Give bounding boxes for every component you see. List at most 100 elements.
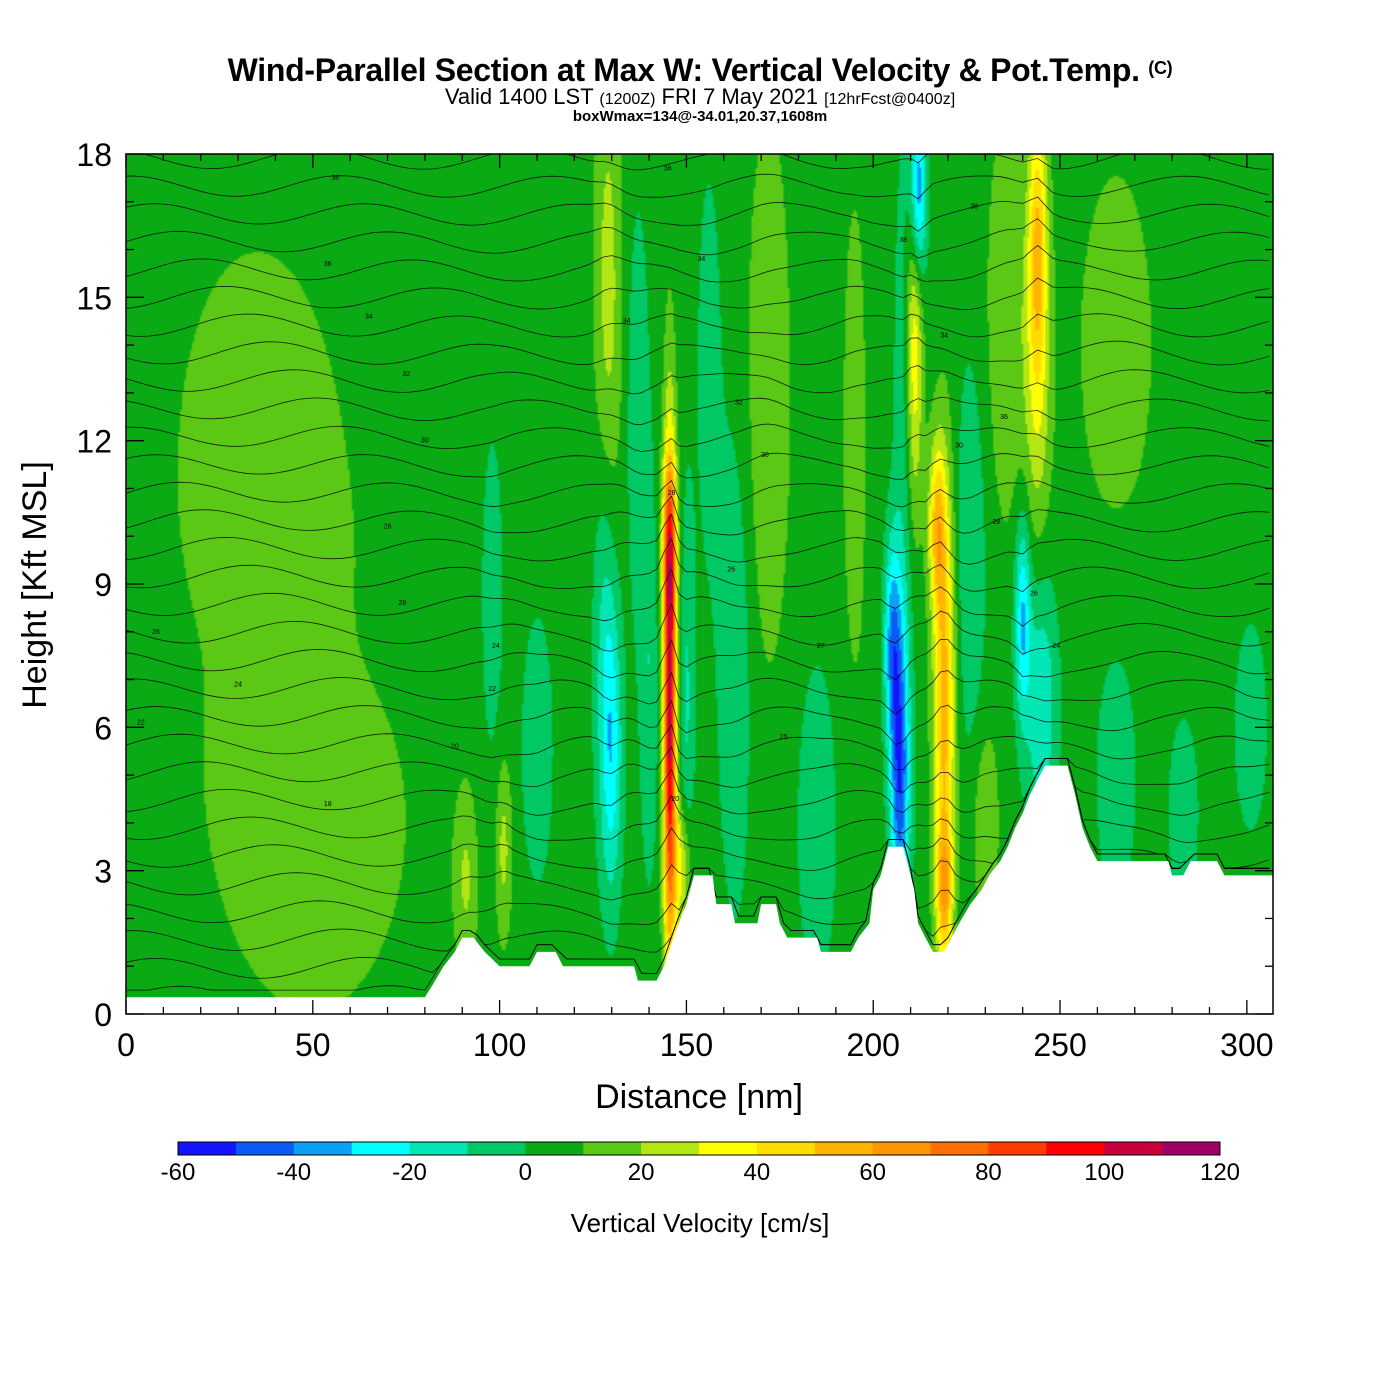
colorbar-swatch bbox=[930, 1142, 989, 1155]
colorbar-frame bbox=[177, 1141, 1221, 1156]
colorbar-label: 40 bbox=[744, 1159, 771, 1186]
colorbar-swatch bbox=[1046, 1142, 1105, 1155]
contour-label: 26 bbox=[1030, 591, 1038, 598]
x-tick-labels: 0 50 100 150 200 250 300 bbox=[117, 1027, 1273, 1063]
contour-label: 34 bbox=[697, 256, 705, 263]
colorbar-swatch bbox=[409, 1142, 468, 1155]
contour-label: 22 bbox=[137, 720, 145, 727]
contour-label: 22 bbox=[488, 686, 496, 693]
y-tick-labels: 0 3 6 9 12 15 18 bbox=[76, 137, 112, 1033]
theta-contour-38 bbox=[126, 423, 1270, 452]
theta-contour-43 bbox=[126, 277, 1270, 311]
colorbar-label: 20 bbox=[628, 1159, 655, 1186]
theta-contour-41 bbox=[126, 337, 1270, 366]
box-info: boxWmax=134@-34.01,20.37,1608m bbox=[572, 108, 828, 125]
y-tick-label: 6 bbox=[94, 710, 112, 746]
contour-label: 30 bbox=[761, 452, 769, 459]
contour-label: 18 bbox=[324, 801, 332, 808]
theta-contour-46 bbox=[126, 196, 1270, 232]
contour-label: 38 bbox=[970, 204, 978, 211]
theta-contour-33 bbox=[126, 537, 1270, 593]
contour-label: 32 bbox=[402, 371, 410, 378]
theta-contour-29 bbox=[126, 670, 1270, 715]
theta-contour-36 bbox=[126, 479, 1270, 508]
colorbar-swatch bbox=[467, 1142, 526, 1155]
theta-contour-32 bbox=[126, 568, 1270, 627]
colorbar-title: Vertical Velocity [cm/s] bbox=[571, 1208, 830, 1238]
y-tick-label: 18 bbox=[76, 137, 112, 173]
colorbar-swatch bbox=[988, 1142, 1047, 1155]
theta-contour-34 bbox=[126, 513, 1270, 565]
theta-contour-42 bbox=[126, 313, 1270, 338]
colorbar-labels: -60 -40 -20 0 20 40 60 80 100 120 bbox=[161, 1159, 1240, 1186]
theta-contour-47 bbox=[126, 173, 1270, 200]
theta-contour-30 bbox=[126, 638, 1270, 681]
theta-contour-44 bbox=[126, 244, 1270, 283]
contour-label: 26 bbox=[727, 567, 735, 574]
contour-label: 20 bbox=[671, 796, 679, 803]
y-tick-label: 15 bbox=[76, 280, 112, 316]
colorbar-swatch bbox=[293, 1142, 353, 1155]
theta-contour-27 bbox=[126, 723, 1270, 771]
theta-contour-26 bbox=[126, 745, 1270, 793]
theta-contour-25 bbox=[126, 758, 1270, 816]
x-tick-label: 250 bbox=[1033, 1027, 1086, 1063]
theta-contour-28 bbox=[126, 699, 1270, 746]
colorbar-label: -20 bbox=[392, 1159, 427, 1186]
x-tick-label: 100 bbox=[473, 1027, 526, 1063]
colorbar-swatch bbox=[1104, 1142, 1163, 1155]
axis-ticks bbox=[125, 153, 1273, 1015]
contour-label: 36 bbox=[331, 175, 339, 182]
pot-temp-contours: 18 20 22 24 26 28 28 30 32 34 36 36 36 34 34 32 30 28 26 24… bbox=[126, 154, 1270, 991]
contour-label: 36 bbox=[664, 165, 672, 172]
x-tick-label: 150 bbox=[660, 1027, 713, 1063]
colorbar-swatch bbox=[756, 1142, 816, 1155]
colorbar-swatch bbox=[235, 1142, 295, 1155]
chart-title: Wind-Parallel Section at Max W: Vertical… bbox=[227, 52, 1173, 88]
colorbar-swatch bbox=[699, 1142, 758, 1155]
contour-label: 26 bbox=[152, 629, 160, 636]
y-tick-label: 9 bbox=[94, 567, 112, 603]
x-tick-label: 0 bbox=[117, 1027, 135, 1063]
x-tick-label: 50 bbox=[295, 1027, 331, 1063]
y-tick-label: 12 bbox=[76, 424, 112, 460]
contour-label: 30 bbox=[955, 442, 963, 449]
colorbar-swatch bbox=[178, 1142, 237, 1155]
contour-label: 28 bbox=[384, 524, 392, 531]
y-tick-label: 3 bbox=[94, 854, 112, 890]
contour-label: 28 bbox=[668, 490, 676, 497]
theta-contour-39 bbox=[126, 396, 1270, 426]
contour-label: 24 bbox=[234, 681, 242, 688]
colorbar-swatch bbox=[351, 1142, 411, 1155]
copyright-mark: (C) bbox=[1148, 58, 1173, 78]
theta-contour-40 bbox=[126, 365, 1270, 395]
contour-label: 20 bbox=[451, 743, 459, 750]
colorbar-swatch bbox=[525, 1142, 584, 1155]
theta-contour-37 bbox=[126, 452, 1270, 480]
contour-label: 24 bbox=[1052, 643, 1060, 650]
terrain-mask bbox=[126, 765, 1273, 1014]
y-axis-label: Height [Kft MSL] bbox=[16, 461, 54, 709]
x-axis-label: Distance [nm] bbox=[595, 1078, 803, 1116]
y-tick-label: 0 bbox=[94, 997, 112, 1033]
x-tick-label: 300 bbox=[1220, 1027, 1273, 1063]
contour-label: 30 bbox=[421, 438, 429, 445]
contour-label: 36 bbox=[324, 261, 332, 268]
contour-label: 34 bbox=[623, 318, 631, 325]
contour-label: 34 bbox=[365, 313, 373, 320]
colorbar-swatch bbox=[1162, 1142, 1221, 1155]
contour-label: 38 bbox=[899, 237, 907, 244]
theta-contour-48 bbox=[142, 154, 1270, 171]
contour-label: 28 bbox=[993, 519, 1001, 526]
colorbar bbox=[177, 1141, 1221, 1156]
contour-label: 28 bbox=[399, 600, 407, 607]
colorbar-label: -60 bbox=[161, 1159, 196, 1186]
x-tick-label: 200 bbox=[847, 1027, 900, 1063]
contour-label: 25 bbox=[780, 734, 788, 741]
colorbar-label: 100 bbox=[1084, 1159, 1124, 1186]
colorbar-label: 0 bbox=[519, 1159, 532, 1186]
contour-label: 27 bbox=[817, 643, 825, 650]
colorbar-label: 60 bbox=[859, 1159, 886, 1186]
colorbar-swatch bbox=[641, 1142, 700, 1155]
colorbar-label: -40 bbox=[276, 1159, 311, 1186]
